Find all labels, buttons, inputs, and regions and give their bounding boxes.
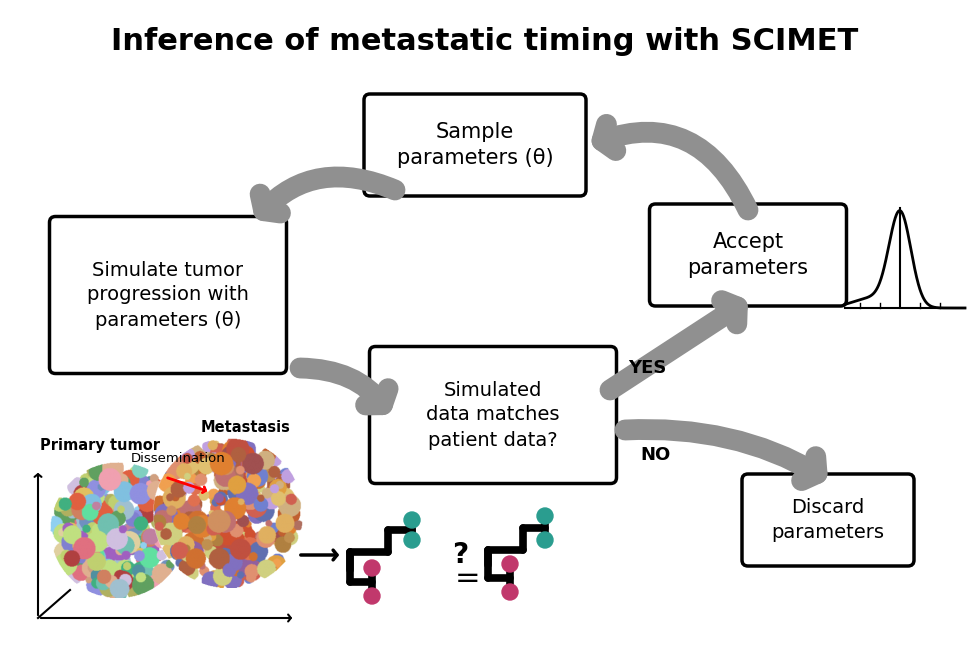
Circle shape (537, 532, 552, 548)
Circle shape (363, 560, 380, 576)
Text: ?: ? (452, 541, 468, 569)
Text: Sample
parameters (θ): Sample parameters (θ) (396, 122, 552, 168)
Text: NO: NO (640, 446, 670, 464)
Text: =: = (454, 563, 481, 592)
Text: Primary tumor: Primary tumor (40, 438, 160, 453)
Text: Inference of metastatic timing with SCIMET: Inference of metastatic timing with SCIM… (111, 28, 858, 57)
Circle shape (363, 588, 380, 604)
Circle shape (502, 584, 517, 600)
FancyBboxPatch shape (49, 216, 286, 374)
Text: Simulate tumor
progression with
parameters (θ): Simulate tumor progression with paramete… (87, 261, 249, 330)
Text: Discard
parameters: Discard parameters (770, 498, 884, 542)
Text: Dissemination: Dissemination (131, 452, 225, 465)
Text: Simulated
data matches
patient data?: Simulated data matches patient data? (425, 380, 559, 449)
Text: Accept
parameters: Accept parameters (687, 232, 808, 278)
Text: Metastasis: Metastasis (201, 420, 291, 435)
FancyBboxPatch shape (369, 347, 616, 484)
Circle shape (537, 508, 552, 524)
FancyBboxPatch shape (741, 474, 913, 566)
FancyBboxPatch shape (363, 94, 585, 196)
FancyBboxPatch shape (649, 204, 846, 306)
Text: YES: YES (627, 359, 666, 377)
Circle shape (403, 532, 420, 548)
Circle shape (502, 556, 517, 572)
Circle shape (403, 512, 420, 528)
